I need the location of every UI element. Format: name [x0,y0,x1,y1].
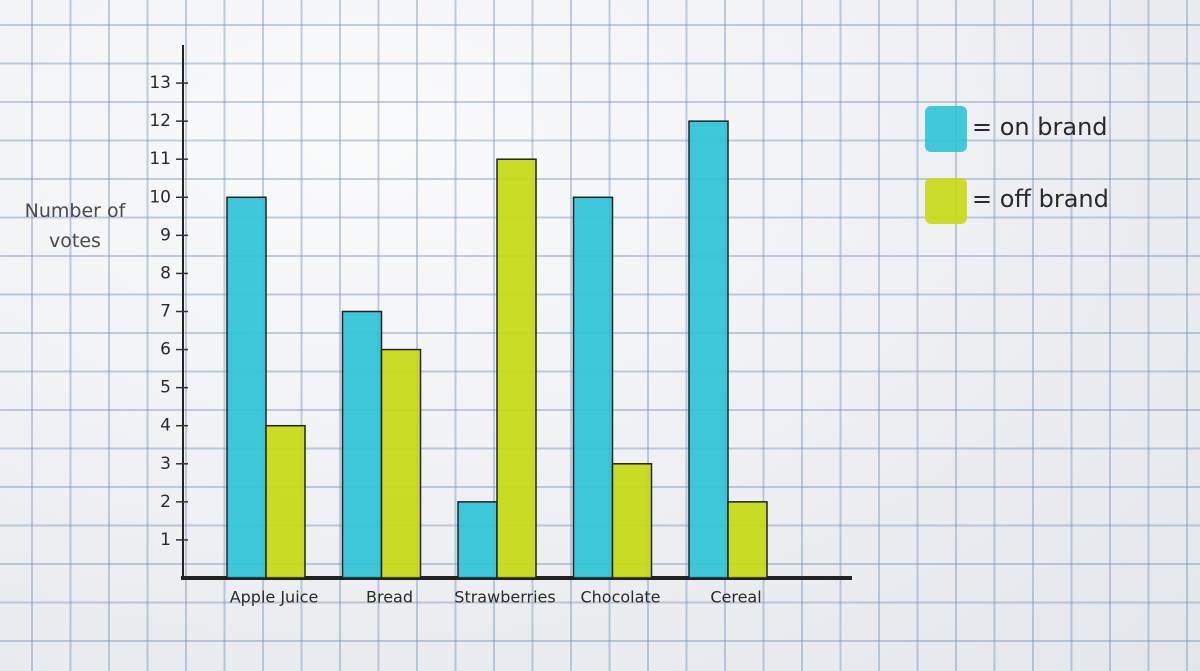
y-tick-label: 12 [149,111,171,131]
y-axis-label: Number of votes [24,200,126,252]
y-tick-label: 11 [149,149,171,169]
x-tick-label: Chocolate [580,588,660,607]
y-tick-label: 1 [160,530,171,550]
bar [727,501,768,579]
x-tick-label: Bread [366,588,413,607]
bar [226,196,267,579]
x-tick-label: Strawberries [454,588,555,607]
y-tick-label: 6 [160,340,171,360]
bar [265,424,306,579]
y-tick-label: 2 [160,492,171,512]
y-tick-label: 10 [149,187,171,207]
y-tick-label: 5 [160,378,171,398]
legend-label: = off brand [972,185,1109,213]
bar [611,463,653,579]
y-tick-label: 9 [160,225,171,245]
bar [688,120,729,579]
y-tick-label: 13 [149,73,171,93]
legend-swatch [925,178,967,224]
y-tick-label: 7 [160,302,171,322]
y-tick-label: 3 [160,454,171,474]
bar [380,348,422,579]
bar [496,158,537,579]
bar [572,196,614,579]
y-tick-label: 4 [160,416,171,436]
bar [457,501,498,579]
bar [341,310,383,579]
x-tick-label: Cereal [710,588,761,607]
legend-swatch [925,106,967,152]
y-tick-label: 8 [160,263,171,283]
x-tick-label: Apple Juice [230,588,319,607]
legend-label: = on brand [972,113,1108,141]
